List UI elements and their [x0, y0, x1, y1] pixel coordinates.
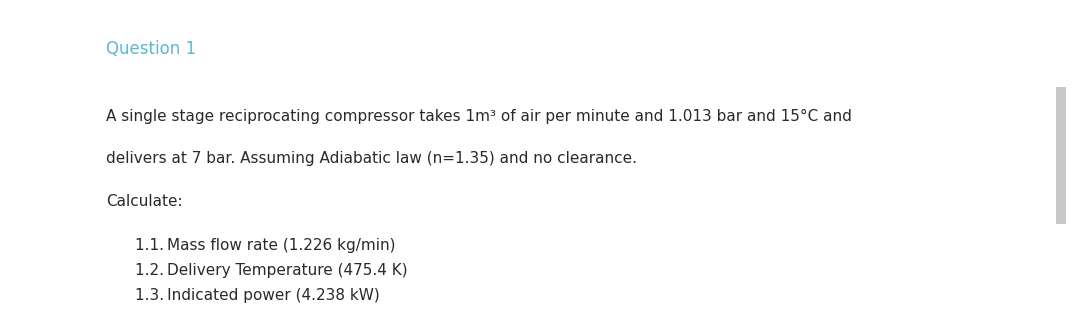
- Text: 1.3. Indicated power (4.238 kW): 1.3. Indicated power (4.238 kW): [135, 288, 380, 303]
- Text: Question 1: Question 1: [106, 40, 195, 58]
- Text: A single stage reciprocating compressor takes 1m³ of air per minute and 1.013 ba: A single stage reciprocating compressor …: [106, 109, 852, 124]
- Text: 1.1. Mass flow rate (1.226 kg/min): 1.1. Mass flow rate (1.226 kg/min): [135, 238, 395, 253]
- Text: Calculate:: Calculate:: [106, 194, 183, 209]
- Bar: [1056, 87, 1066, 224]
- Text: delivers at 7 bar. Assuming Adiabatic law (n=1.35) and no clearance.: delivers at 7 bar. Assuming Adiabatic la…: [106, 151, 637, 166]
- Text: 1.2. Delivery Temperature (475.4 K): 1.2. Delivery Temperature (475.4 K): [135, 263, 407, 278]
